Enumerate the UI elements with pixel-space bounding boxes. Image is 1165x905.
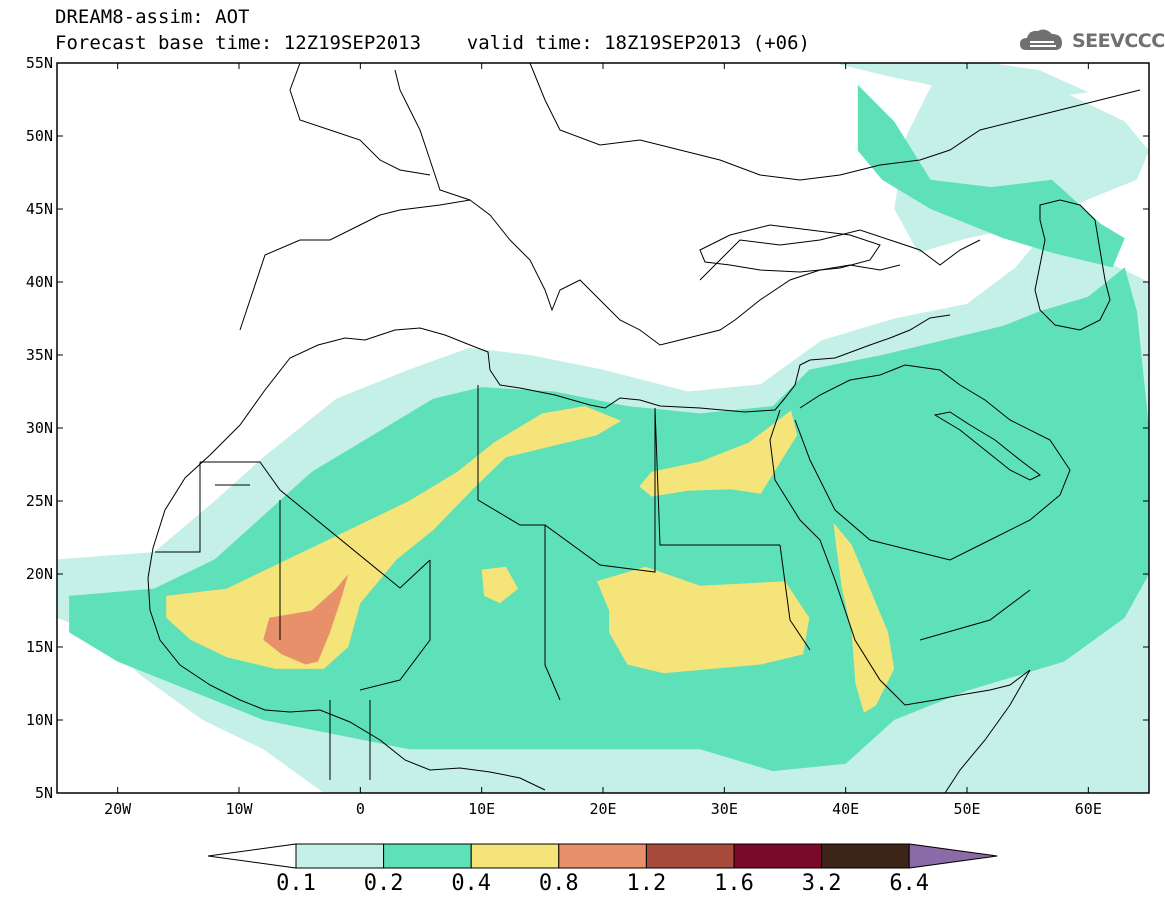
colorbar-label: 0.8	[539, 871, 579, 896]
colorbar-bin	[558, 843, 647, 869]
colorbar-bin	[295, 843, 385, 869]
lat-tick-label: 40N	[26, 273, 53, 291]
lat-tick-label: 45N	[26, 200, 53, 218]
lat-tick-label: 15N	[26, 638, 53, 656]
map-title: DREAM8-assim: AOT	[55, 6, 250, 28]
lon-tick-label: 20W	[104, 800, 132, 818]
lat-tick-label: 30N	[26, 419, 53, 437]
colorbar-label: 0.2	[364, 871, 404, 896]
lat-tick-label: 10N	[26, 711, 53, 729]
colorbar-label: 3.2	[802, 871, 842, 896]
aot-field-0.2-0.4-3	[857, 84, 1125, 268]
lat-tick-label: 55N	[26, 54, 53, 72]
lat-tick-label: 20N	[26, 565, 53, 583]
axis-ticks: 55N 50N 45N 40N 35N 30N 25N 20N 15N 10N 5N 20W 10W 0 1…	[26, 54, 1149, 818]
colorbar-bin	[733, 843, 823, 869]
aot-contour-fields	[57, 63, 1149, 793]
lon-tick-label: 60E	[1075, 800, 1102, 818]
lon-tick-label: 30E	[711, 800, 738, 818]
lon-tick-label: 40E	[832, 800, 859, 818]
colorbar-bin	[821, 843, 910, 869]
aot-field-0.8-1.2-9	[263, 574, 349, 665]
lon-tick-label: 50E	[953, 800, 980, 818]
seevccc-logo-text: SEEVCCC	[1072, 30, 1165, 52]
colorbar-bin	[383, 843, 472, 869]
lon-tick-label: 0	[356, 800, 365, 818]
cloud-icon	[1020, 29, 1062, 50]
colorbar-label: 1.2	[627, 871, 667, 896]
aot-field-0.4-0.8-5	[639, 410, 798, 497]
colorbar-over-triangle	[908, 843, 998, 869]
colorbar-label: 0.1	[276, 871, 316, 896]
lon-tick-label: 10E	[468, 800, 495, 818]
colorbar-label: 1.6	[714, 871, 754, 896]
aot-field-0.1-0.2-1	[833, 63, 1089, 100]
lon-tick-label: 10W	[225, 800, 253, 818]
lat-tick-label: 5N	[35, 784, 53, 802]
colorbar-label: 0.4	[451, 871, 491, 896]
aot-field-0.4-0.8-6	[596, 566, 810, 674]
lat-tick-label: 35N	[26, 346, 53, 364]
lat-tick-label: 50N	[26, 127, 53, 145]
colorbar-under-triangle	[207, 843, 297, 869]
colorbar-bin	[470, 843, 560, 869]
forecast-time-subtitle: Forecast base time: 12Z19SEP2013 valid t…	[55, 32, 810, 54]
colorbar-label: 6.4	[889, 871, 929, 896]
aot-field-0.4-0.8-7	[833, 522, 895, 713]
lat-tick-label: 25N	[26, 492, 53, 510]
coastlines-borders	[147, 63, 1141, 793]
colorbar-legend: 0.1 0.2 0.4 0.8 1.2 1.6 3.2 6.4	[207, 843, 998, 896]
aot-field-0.4-0.8-8	[481, 566, 519, 604]
colorbar-bin	[645, 843, 735, 869]
lon-tick-label: 20E	[589, 800, 616, 818]
